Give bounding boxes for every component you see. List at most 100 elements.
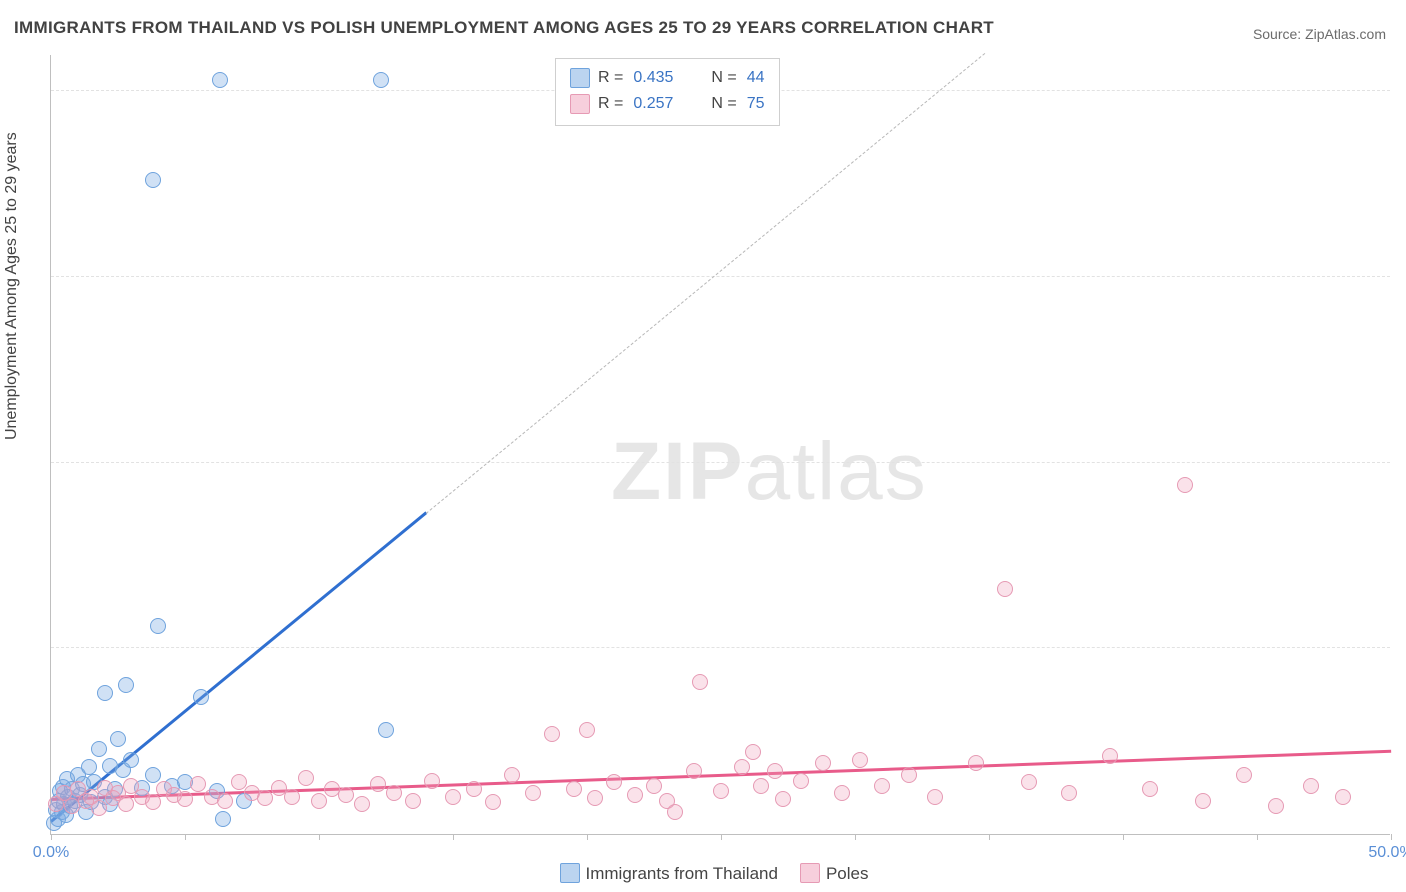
- data-point: [145, 172, 161, 188]
- data-point: [745, 744, 761, 760]
- data-point: [646, 778, 662, 794]
- data-point: [927, 789, 943, 805]
- data-point: [370, 776, 386, 792]
- legend-row: R = 0.257N = 75: [570, 91, 765, 117]
- data-point: [445, 789, 461, 805]
- data-point: [1177, 477, 1193, 493]
- series-legend: Immigrants from Thailand Poles: [0, 863, 1406, 884]
- data-point: [767, 763, 783, 779]
- data-point: [284, 789, 300, 805]
- x-tick: [1391, 834, 1392, 840]
- data-point: [298, 770, 314, 786]
- data-point: [587, 790, 603, 806]
- y-tick-label: 100.0%: [1394, 64, 1406, 82]
- x-tick: [1123, 834, 1124, 840]
- data-point: [193, 689, 209, 705]
- watermark: ZIPatlas: [611, 425, 928, 519]
- x-tick: [587, 834, 588, 840]
- x-tick-label: 50.0%: [1368, 844, 1406, 862]
- data-point: [378, 722, 394, 738]
- data-point: [354, 796, 370, 812]
- data-point: [190, 776, 206, 792]
- data-point: [734, 759, 750, 775]
- data-point: [713, 783, 729, 799]
- data-point: [118, 677, 134, 693]
- data-point: [525, 785, 541, 801]
- data-point: [874, 778, 890, 794]
- y-tick-label: 50.0%: [1394, 436, 1406, 454]
- data-point: [692, 674, 708, 690]
- data-point: [852, 752, 868, 768]
- x-tick: [1257, 834, 1258, 840]
- data-point: [311, 793, 327, 809]
- correlation-legend: R = 0.435N = 44R = 0.257N = 75: [555, 58, 780, 126]
- legend-swatch: [570, 94, 590, 114]
- data-point: [145, 767, 161, 783]
- data-point: [579, 722, 595, 738]
- data-point: [1268, 798, 1284, 814]
- data-point: [1102, 748, 1118, 764]
- data-point: [405, 793, 421, 809]
- gridline-h: [51, 276, 1390, 277]
- x-tick: [51, 834, 52, 840]
- x-tick: [721, 834, 722, 840]
- data-point: [1303, 778, 1319, 794]
- data-point: [1195, 793, 1211, 809]
- data-point: [968, 755, 984, 771]
- gridline-h: [51, 462, 1390, 463]
- legend-label: Poles: [826, 864, 869, 883]
- data-point: [373, 72, 389, 88]
- data-point: [257, 790, 273, 806]
- data-point: [815, 755, 831, 771]
- data-point: [466, 781, 482, 797]
- x-tick: [185, 834, 186, 840]
- data-point: [1335, 789, 1351, 805]
- data-point: [504, 767, 520, 783]
- data-point: [834, 785, 850, 801]
- legend-swatch: [560, 863, 580, 883]
- legend-swatch: [570, 68, 590, 88]
- data-point: [1021, 774, 1037, 790]
- data-point: [566, 781, 582, 797]
- data-point: [1236, 767, 1252, 783]
- data-point: [150, 618, 166, 634]
- x-tick: [319, 834, 320, 840]
- source-attribution: Source: ZipAtlas.com: [1253, 26, 1386, 42]
- data-point: [775, 791, 791, 807]
- gridline-h: [51, 647, 1390, 648]
- data-point: [123, 752, 139, 768]
- data-point: [544, 726, 560, 742]
- legend-row: R = 0.435N = 44: [570, 65, 765, 91]
- data-point: [627, 787, 643, 803]
- data-point: [118, 796, 134, 812]
- data-point: [338, 787, 354, 803]
- data-point: [81, 759, 97, 775]
- data-point: [217, 793, 233, 809]
- data-point: [901, 767, 917, 783]
- data-point: [212, 72, 228, 88]
- data-point: [793, 773, 809, 789]
- scatter-plot-area: ZIPatlas 25.0%50.0%75.0%100.0%0.0%50.0%: [50, 55, 1390, 835]
- data-point: [686, 763, 702, 779]
- x-tick: [855, 834, 856, 840]
- data-point: [145, 794, 161, 810]
- data-point: [91, 741, 107, 757]
- data-point: [110, 731, 126, 747]
- data-point: [667, 804, 683, 820]
- legend-label: Immigrants from Thailand: [586, 864, 778, 883]
- data-point: [1061, 785, 1077, 801]
- x-tick: [453, 834, 454, 840]
- data-point: [753, 778, 769, 794]
- data-point: [485, 794, 501, 810]
- data-point: [215, 811, 231, 827]
- y-tick-label: 75.0%: [1394, 250, 1406, 268]
- legend-swatch: [800, 863, 820, 883]
- data-point: [386, 785, 402, 801]
- x-tick-label: 0.0%: [33, 844, 69, 862]
- y-tick-label: 25.0%: [1394, 621, 1406, 639]
- data-point: [97, 685, 113, 701]
- chart-title: IMMIGRANTS FROM THAILAND VS POLISH UNEMP…: [14, 18, 994, 38]
- data-point: [606, 774, 622, 790]
- x-tick: [989, 834, 990, 840]
- data-point: [1142, 781, 1158, 797]
